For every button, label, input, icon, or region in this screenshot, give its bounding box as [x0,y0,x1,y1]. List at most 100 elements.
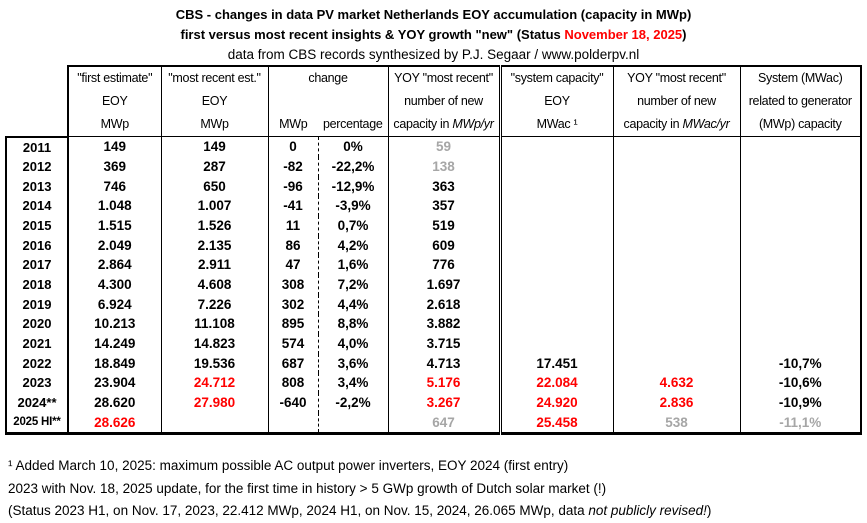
value-cell: 28.626 [68,412,162,436]
value-cell: 1.007 [161,196,269,217]
value-cell: 149 [68,136,162,158]
table-row: 2020 10.213 11.108 895 8,8% 3.882 [5,314,862,335]
value-cell: 519 [432,218,455,234]
header-line: capacity in MWac/yr [614,113,740,136]
value-cell [613,157,741,177]
value-cell: 4,0% [317,334,389,354]
value-cell: 1.048 [68,196,162,217]
value-cell: 24.712 [161,373,269,394]
value-cell [613,216,741,236]
value-cell [498,216,614,236]
value-cell: 24.920 [498,393,614,413]
source-line: data from CBS records synthesized by P.J… [227,47,640,62]
table-row: 2013 746 650 -96 -12,9% 363 [5,176,862,197]
header-line: EOY [102,94,128,108]
value-cell: 687 [281,355,305,371]
value-cell: 2.864 [68,255,162,276]
value-cell [740,294,862,315]
page-subtitle: first versus most recent insights & YOY … [0,25,867,45]
table-row: 2014 1.048 1.007 -41 -3,9% 357 [5,196,862,217]
table-row: 2016 2.049 2.135 86 4,2% 609 [5,235,862,256]
unit-prefix: capacity in [393,117,453,131]
value-cell [740,176,862,197]
value-cell: -96 [283,178,303,194]
table-row: 2015 1.515 1.526 11 0,7% 519 [5,216,862,236]
year-cell: 2020 [5,314,69,335]
value-cell: 4.300 [68,275,162,295]
value-cell: 47 [285,257,301,273]
year-cell: 2025 HI** [5,412,69,436]
header-line: "most recent est." [168,71,261,85]
table-row: 2025 HI** 28.626 647 25.458 538 -11,1% [5,412,862,436]
value-cell [498,176,614,197]
value-cell [613,235,741,256]
header-line-blank [269,90,388,113]
value-cell [740,216,862,236]
table-row: 2018 4.300 4.608 308 7,2% 1.697 [5,275,862,295]
value-cell [740,136,862,158]
table-row: 2017 2.864 2.911 47 1,6% 776 [5,255,862,276]
value-cell: -10,9% [740,393,862,413]
value-cell: 27.980 [161,393,269,413]
value-cell: 17.451 [498,353,614,374]
unit-prefix: capacity in [623,117,683,131]
year-cell: 2015 [5,216,69,236]
value-cell [498,275,614,295]
year-cell: 2018 [5,275,69,295]
header-most-recent: "most recent est." EOY MWp [160,65,269,137]
value-cell: 0 [289,139,297,155]
value-cell: 6.924 [68,294,162,315]
year-cell: 2011 [5,135,69,158]
value-cell: 1.526 [161,216,269,236]
value-cell [613,136,741,158]
header-line: change [308,71,348,85]
value-cell: 3.882 [426,316,461,332]
value-cell: 647 [388,412,500,436]
year-cell: 2019 [5,294,69,315]
value-cell: 23.904 [68,373,162,394]
value-cell: 3.267 [426,395,461,411]
value-cell [740,334,862,354]
unit-italic: MWac/yr [682,117,730,131]
value-cell: 2.911 [161,255,269,276]
value-cell [498,314,614,335]
value-cell: -10,7% [740,353,862,374]
header-line: EOY [201,94,228,108]
value-cell [498,196,614,217]
value-cell: 308 [281,277,305,293]
header-line: capacity in MWp/yr [389,113,499,136]
status-date: November 18, 2025 [564,27,683,42]
header-line: MWp [200,117,229,131]
value-cell [613,196,741,217]
value-cell [498,136,614,158]
value-cell [498,235,614,256]
value-cell: 11 [285,218,301,234]
value-cell: 650 [161,176,269,197]
value-cell: 4.632 [613,373,741,394]
value-cell: -3,9% [317,196,389,217]
value-cell [613,255,741,276]
value-cell [613,176,741,197]
footnote-1: ¹ Added March 10, 2025: maximum possible… [8,458,569,474]
value-cell: 574 [281,336,305,352]
year-cell: 2024** [5,393,69,413]
value-cell [613,314,741,335]
value-cell: 1.697 [426,277,461,293]
value-cell [268,412,318,436]
year-cell: 2023 [5,373,69,394]
page: CBS - changes in data PV market Netherla… [0,7,867,518]
value-cell [498,294,614,315]
value-cell: 19.536 [161,353,269,374]
table-row: 2024** 28.620 27.980 -640 -2,2% 3.267 24.920 2.… [5,393,862,413]
value-cell: 369 [68,157,162,177]
year-cell: 2016 [5,235,69,256]
value-cell: -10,6% [740,373,862,394]
value-cell: -2,2% [317,393,389,413]
year-column-header [6,66,68,137]
value-cell: 25.458 [498,412,614,436]
header-line: "first estimate" [77,71,153,85]
year-cell: 2013 [5,176,69,197]
value-cell: -640 [279,395,307,411]
value-cell [613,294,741,315]
value-cell: 59 [435,139,452,155]
